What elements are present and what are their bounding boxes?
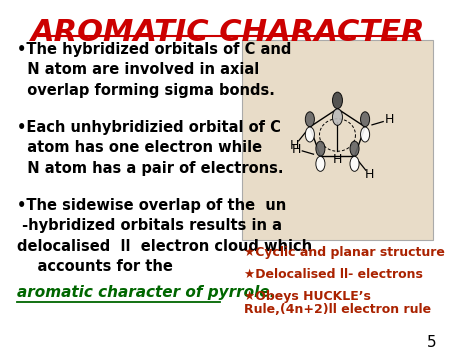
Text: •Each unhybridizied orbital of C
  atom has one electron while
  N atom has a pa: •Each unhybridizied orbital of C atom ha…	[17, 120, 284, 176]
Text: H: H	[333, 153, 342, 166]
Text: ★Delocalised ll- electrons: ★Delocalised ll- electrons	[244, 268, 423, 281]
Text: AROMATIC CHARACTER: AROMATIC CHARACTER	[31, 18, 426, 47]
Ellipse shape	[332, 92, 342, 109]
Ellipse shape	[305, 127, 314, 142]
Ellipse shape	[332, 109, 342, 125]
Ellipse shape	[361, 112, 370, 127]
FancyBboxPatch shape	[242, 40, 433, 240]
Text: ★Cyclic and planar structure: ★Cyclic and planar structure	[244, 246, 445, 259]
Text: ★Obeys HUCKLE’s: ★Obeys HUCKLE’s	[244, 290, 371, 303]
Text: H: H	[290, 139, 300, 152]
Text: •The sidewise overlap of the  un
 -hybridized orbitals results in a
delocalised : •The sidewise overlap of the un -hybridi…	[17, 198, 312, 274]
Text: •The hybridized orbitals of C and
  N atom are involved in axial
  overlap formi: •The hybridized orbitals of C and N atom…	[17, 42, 292, 98]
Text: Rule,(4n+2)ll electron rule: Rule,(4n+2)ll electron rule	[244, 303, 431, 316]
Ellipse shape	[350, 141, 359, 156]
Ellipse shape	[305, 112, 314, 127]
Ellipse shape	[361, 127, 370, 142]
Ellipse shape	[316, 141, 325, 156]
Text: aromatic character of pyrrole.: aromatic character of pyrrole.	[17, 285, 276, 300]
Text: H: H	[384, 113, 394, 126]
Text: 5: 5	[427, 335, 437, 350]
Text: H: H	[292, 143, 301, 155]
Text: H: H	[365, 168, 374, 181]
Ellipse shape	[350, 156, 359, 171]
Ellipse shape	[316, 156, 325, 171]
